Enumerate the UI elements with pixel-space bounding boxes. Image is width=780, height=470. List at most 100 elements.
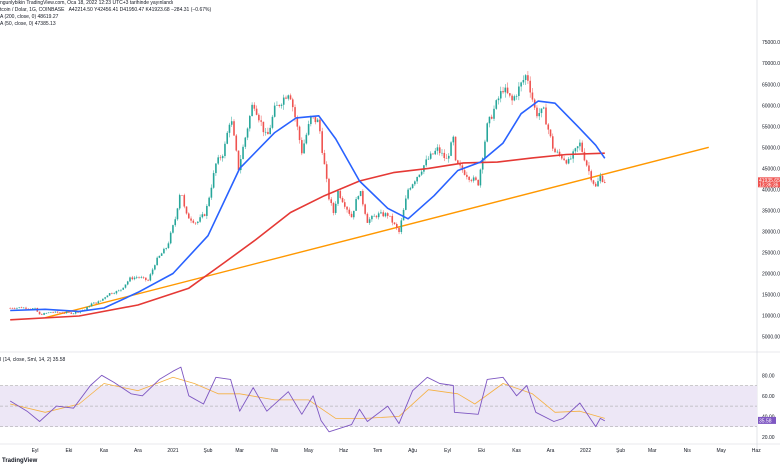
candle-body [391, 215, 394, 223]
candle-body [18, 307, 21, 308]
candle [264, 127, 267, 136]
candle [255, 105, 258, 116]
candle [113, 292, 115, 295]
candle [520, 81, 522, 92]
candle [499, 86, 502, 103]
candle-body [524, 75, 527, 81]
candle [41, 313, 43, 316]
candle [221, 154, 224, 162]
candle-body [131, 277, 134, 280]
candle-body [22, 307, 25, 309]
candle-body [68, 312, 70, 313]
candle [513, 94, 516, 102]
candle [450, 141, 452, 157]
candle-body [9, 307, 11, 309]
candle [142, 276, 145, 279]
candle [185, 206, 188, 215]
candle [466, 171, 468, 180]
candle [267, 127, 269, 135]
candle-body [305, 134, 308, 144]
candle-body [506, 87, 509, 94]
candle-body [269, 127, 271, 135]
candle [490, 114, 493, 120]
candle-body [341, 198, 344, 203]
candle [260, 115, 262, 127]
candle [529, 76, 531, 98]
candle [599, 172, 602, 184]
candle-body [520, 82, 522, 87]
candle-body [466, 174, 468, 177]
time-tick-label: Mar [235, 448, 244, 454]
candle [160, 252, 163, 256]
candle [581, 140, 583, 153]
candle-body [212, 173, 215, 188]
time-tick-label: 2021 [167, 448, 178, 454]
candle [138, 276, 140, 279]
candle [88, 305, 91, 308]
candle-body [70, 312, 73, 314]
candle [74, 311, 77, 315]
candle-body [201, 214, 204, 218]
candle [402, 208, 405, 221]
candle-body [93, 302, 95, 304]
candle [579, 139, 581, 151]
price-tick-label: 20000.00 [762, 272, 780, 278]
candle [9, 307, 11, 309]
candle-body [104, 297, 106, 299]
candle-body [603, 181, 606, 183]
candle [167, 241, 170, 249]
candle [280, 103, 283, 109]
candle [235, 134, 238, 152]
candle [50, 312, 52, 313]
candle-body [126, 281, 129, 285]
candle-body [454, 136, 457, 161]
candle [359, 190, 362, 197]
candle [104, 296, 106, 300]
price-tick-label: 25000.00 [762, 250, 780, 256]
candle [393, 221, 396, 225]
candle-body [61, 312, 63, 314]
candle [522, 75, 525, 85]
candle-body [285, 97, 287, 99]
candle [509, 93, 511, 98]
candle-body [328, 178, 330, 200]
candle-body [547, 124, 550, 130]
candle [346, 206, 348, 213]
candle [131, 275, 134, 281]
candle [343, 199, 346, 209]
candle-body [325, 164, 328, 179]
rsi-tick-label: 80.00 [762, 373, 775, 379]
candle [72, 313, 75, 315]
candle-body [124, 284, 127, 288]
candle [418, 174, 421, 178]
candle-body [549, 129, 552, 137]
candle-body [226, 132, 229, 144]
candle [224, 141, 226, 159]
candle [233, 119, 235, 136]
candle [115, 290, 118, 295]
candle-body [181, 195, 183, 196]
candle-body [445, 158, 448, 159]
candle-body [350, 213, 353, 218]
price-tick-label: 65000.00 [762, 82, 780, 88]
candle-body [576, 146, 579, 149]
candle-body [206, 205, 208, 216]
candle [20, 306, 23, 309]
candle [479, 168, 482, 188]
candle [149, 272, 152, 282]
candle [531, 88, 534, 102]
candle [230, 116, 233, 127]
candle-body [194, 222, 197, 224]
candle-body [147, 279, 149, 281]
candle-body [237, 150, 240, 171]
candle-body [592, 180, 595, 184]
candle-body [88, 306, 91, 308]
candle [210, 184, 213, 200]
candle-body [56, 311, 59, 313]
candle-body [176, 208, 179, 220]
header-ma50: A (50, close, 0) 47385.13 [0, 21, 56, 27]
time-tick-label: Ağu [408, 448, 417, 454]
tradingview-watermark: TradingView [2, 458, 38, 464]
candle [409, 186, 412, 191]
